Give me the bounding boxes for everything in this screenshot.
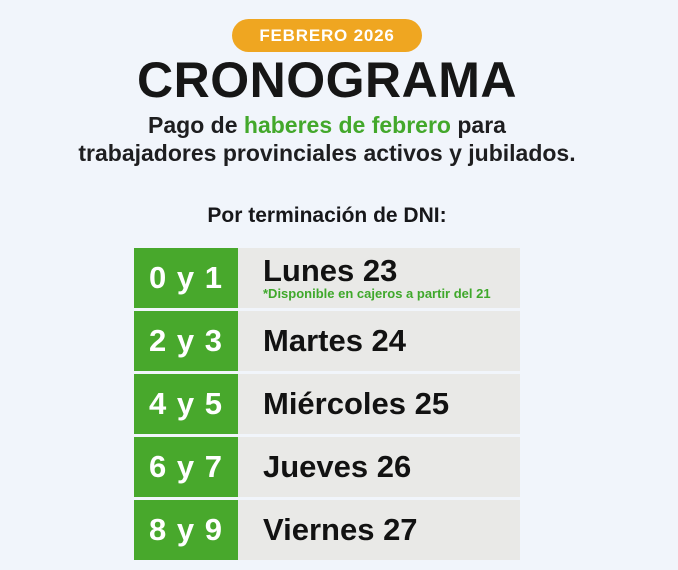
day-label: Miércoles 25 [263,386,450,422]
month-badge: FEBRERO 2026 [232,19,422,52]
day-label: Viernes 27 [263,512,418,548]
dni-cell: 0 y 1 [134,248,238,309]
dni-cell: 4 y 5 [134,374,238,435]
day-label: Lunes 23 [263,252,398,288]
day-cell: Martes 24 [238,311,520,372]
subtitle: Pago de haberes de febrero para trabajad… [0,111,654,167]
day-label: Jueves 26 [263,449,412,485]
day-note: *Disponible en cajeros a partir del 21 [263,286,491,302]
month-badge-label: FEBRERO 2026 [259,26,395,45]
table-row: 8 y 9 Viernes 27 [134,500,520,561]
day-cell: Jueves 26 [238,437,520,498]
table-row: 6 y 7 Jueves 26 [134,437,520,498]
day-label: Martes 24 [263,323,407,359]
day-cell: Viernes 27 [238,500,520,561]
dni-cell: 8 y 9 [134,500,238,561]
schedule-table: 0 y 1 Lunes 23 *Disponible en cajeros a … [134,248,520,561]
table-row: 0 y 1 Lunes 23 *Disponible en cajeros a … [134,248,520,309]
table-row: 2 y 3 Martes 24 [134,311,520,372]
page-title: CRONOGRAMA [137,52,517,108]
section-heading: Por terminación de DNI: [207,204,447,228]
subtitle-highlight: haberes de febrero [243,112,451,138]
subtitle-suffix: para [450,112,506,138]
subtitle-prefix: Pago de [148,112,244,138]
day-cell: Miércoles 25 [238,374,520,435]
subtitle-line-2: trabajadores provinciales activos y jubi… [78,140,576,167]
dni-cell: 6 y 7 [134,437,238,498]
table-row: 4 y 5 Miércoles 25 [134,374,520,435]
dni-cell: 2 y 3 [134,311,238,372]
day-cell: Lunes 23 *Disponible en cajeros a partir… [238,248,520,309]
subtitle-line-1: Pago de haberes de febrero para [0,111,654,139]
